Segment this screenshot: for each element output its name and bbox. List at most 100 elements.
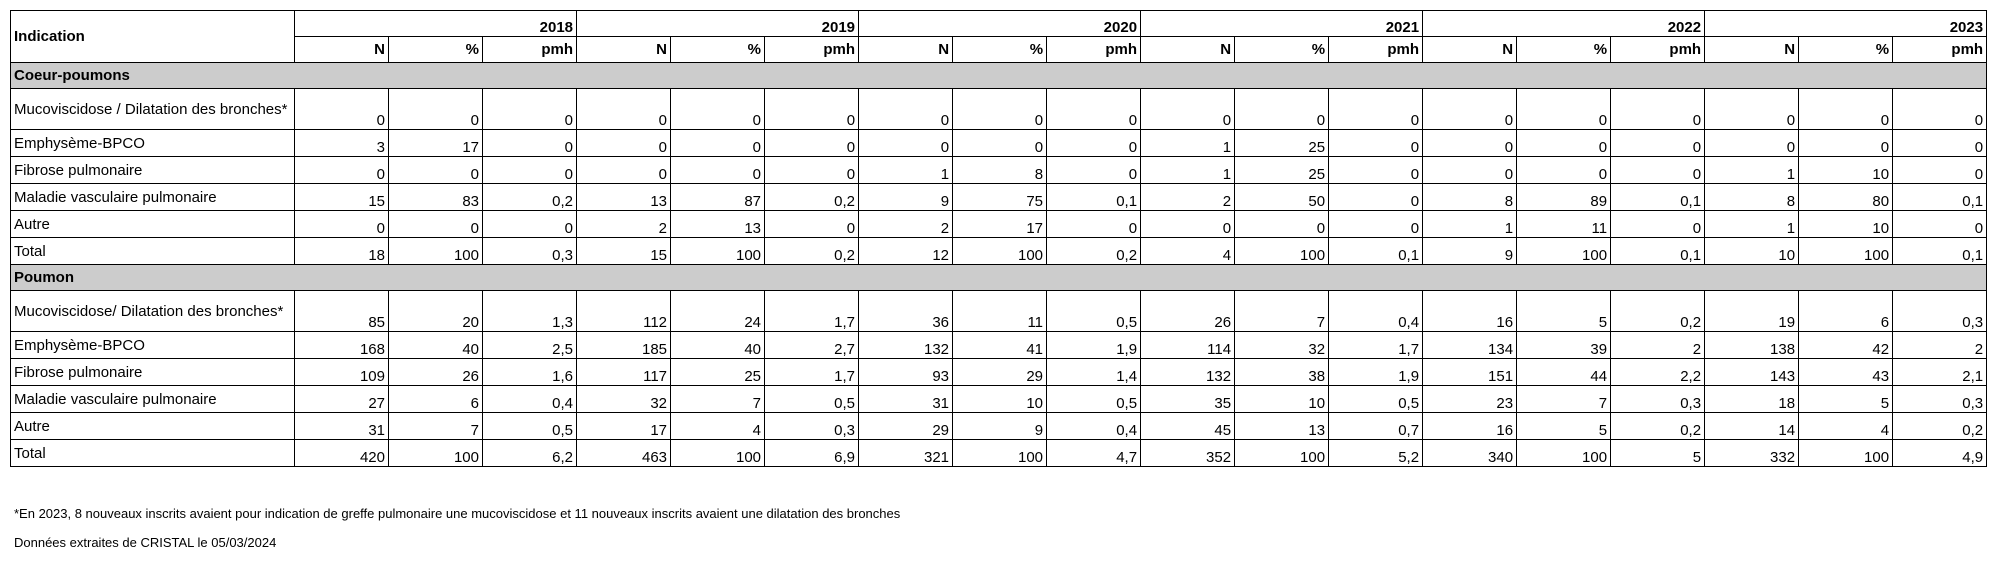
value-cell: 0,2: [764, 183, 860, 211]
value-cell: 0,2: [481, 183, 578, 211]
value-cell: 0: [1328, 183, 1424, 211]
row-label: Emphysème-BPCO: [10, 129, 295, 157]
year-header-2023: 2023: [1704, 10, 1988, 37]
year-header-2018: 2018: [293, 10, 578, 37]
value-cell: 1,3: [481, 290, 578, 332]
value-cell: 50: [1234, 183, 1330, 211]
value-cell: 5: [1798, 385, 1894, 413]
value-cell: 0,1: [1892, 183, 1988, 211]
table-body: Coeur-poumons Mucoviscidose / Dilatation …: [9, 62, 1988, 467]
value-cell: 18: [294, 237, 389, 265]
value-cell: 2: [858, 210, 954, 238]
section-title: Coeur-poumons: [9, 62, 1988, 89]
value-cell: 16: [1422, 412, 1518, 440]
value-cell: 11: [952, 290, 1048, 332]
value-cell: 9: [1422, 237, 1518, 265]
value-cell: 5: [1610, 439, 1706, 467]
value-cell: 0: [1704, 129, 1800, 157]
value-cell: 0,5: [1046, 385, 1142, 413]
value-cell: 11: [1516, 210, 1612, 238]
table-row: Total 18 100 0,3 15 100 0,2 12 100 0,2 4 100 0,1 9 100…: [10, 237, 1988, 265]
value-cell: 0,3: [764, 412, 860, 440]
value-cell: 0: [858, 88, 954, 130]
table-row: Autre 31 7 0,5 17 4 0,3 29 9 0,4 45 13 0,7 16 5 0,2 14 4 0…: [10, 412, 1988, 440]
value-cell: 0: [1610, 210, 1706, 238]
value-cell: 0: [481, 129, 578, 157]
value-cell: 9: [952, 412, 1048, 440]
value-cell: 0: [576, 129, 672, 157]
table-header: Indication 2018 2019 2020 2021 2022 2023 N% pm…: [10, 10, 1988, 63]
value-cell: 39: [1516, 331, 1612, 359]
value-cell: 8: [952, 156, 1048, 184]
value-cell: 4,7: [1046, 439, 1142, 467]
value-cell: 80: [1798, 183, 1894, 211]
value-cell: 1: [1422, 210, 1518, 238]
value-cell: 0,5: [481, 412, 578, 440]
value-cell: 0: [388, 156, 483, 184]
value-cell: 100: [1234, 439, 1330, 467]
value-cell: 0: [1892, 156, 1988, 184]
value-cell: 41: [952, 331, 1048, 359]
value-cell: 117: [576, 358, 672, 386]
value-cell: 83: [388, 183, 483, 211]
value-cell: 114: [1140, 331, 1236, 359]
value-cell: 100: [388, 237, 483, 265]
value-cell: 0: [576, 88, 672, 130]
value-cell: 0: [764, 156, 860, 184]
value-cell: 87: [670, 183, 766, 211]
value-cell: 10: [952, 385, 1048, 413]
value-cell: 0: [952, 88, 1048, 130]
value-cell: 0: [294, 156, 389, 184]
value-cell: 29: [858, 412, 954, 440]
value-cell: 0: [1610, 88, 1706, 130]
value-cell: 0: [1328, 129, 1424, 157]
value-cell: 13: [576, 183, 672, 211]
year-header-2019: 2019: [576, 10, 860, 37]
value-cell: 0: [1046, 129, 1142, 157]
value-cell: 0: [858, 129, 954, 157]
value-cell: 112: [576, 290, 672, 332]
value-cell: 1,6: [481, 358, 578, 386]
value-cell: 2: [1140, 183, 1236, 211]
row-label: Emphysème-BPCO: [10, 331, 295, 359]
value-cell: 89: [1516, 183, 1612, 211]
section-row: Poumon: [9, 264, 1988, 291]
value-cell: 0,1: [1610, 237, 1706, 265]
value-cell: 0: [388, 210, 483, 238]
value-cell: 2,1: [1892, 358, 1988, 386]
year-header-2021: 2021: [1140, 10, 1424, 37]
value-cell: 26: [1140, 290, 1236, 332]
footnote: *En 2023, 8 nouveaux inscrits avaient po…: [14, 506, 901, 521]
value-cell: 0: [576, 156, 672, 184]
value-cell: 3: [294, 129, 389, 157]
value-cell: 100: [1798, 237, 1894, 265]
value-cell: 0,3: [1892, 385, 1988, 413]
value-cell: 100: [670, 439, 766, 467]
value-cell: 132: [1140, 358, 1236, 386]
subheader-2021-pct: %: [1234, 36, 1330, 63]
value-cell: 10: [1798, 210, 1894, 238]
value-cell: 44: [1516, 358, 1612, 386]
value-cell: 1,7: [764, 358, 860, 386]
value-cell: 2: [1610, 331, 1706, 359]
value-cell: 321: [858, 439, 954, 467]
value-cell: 0: [670, 129, 766, 157]
value-cell: 29: [952, 358, 1048, 386]
value-cell: 20: [388, 290, 483, 332]
value-cell: 5: [1516, 290, 1612, 332]
value-cell: 17: [576, 412, 672, 440]
value-cell: 0: [481, 156, 578, 184]
subheader-2023-pct: %: [1798, 36, 1894, 63]
value-cell: 0,2: [1610, 290, 1706, 332]
subheader-2019-n: N: [576, 36, 672, 63]
subheader-2022-pmh: pmh: [1610, 36, 1706, 63]
value-cell: 45: [1140, 412, 1236, 440]
value-cell: 0: [1610, 156, 1706, 184]
value-cell: 0: [294, 88, 389, 130]
value-cell: 0: [294, 210, 389, 238]
value-cell: 2: [576, 210, 672, 238]
notes: *En 2023, 8 nouveaux inscrits avaient po…: [14, 506, 900, 564]
value-cell: 1: [1140, 156, 1236, 184]
value-cell: 0: [1798, 88, 1894, 130]
value-cell: 15: [576, 237, 672, 265]
